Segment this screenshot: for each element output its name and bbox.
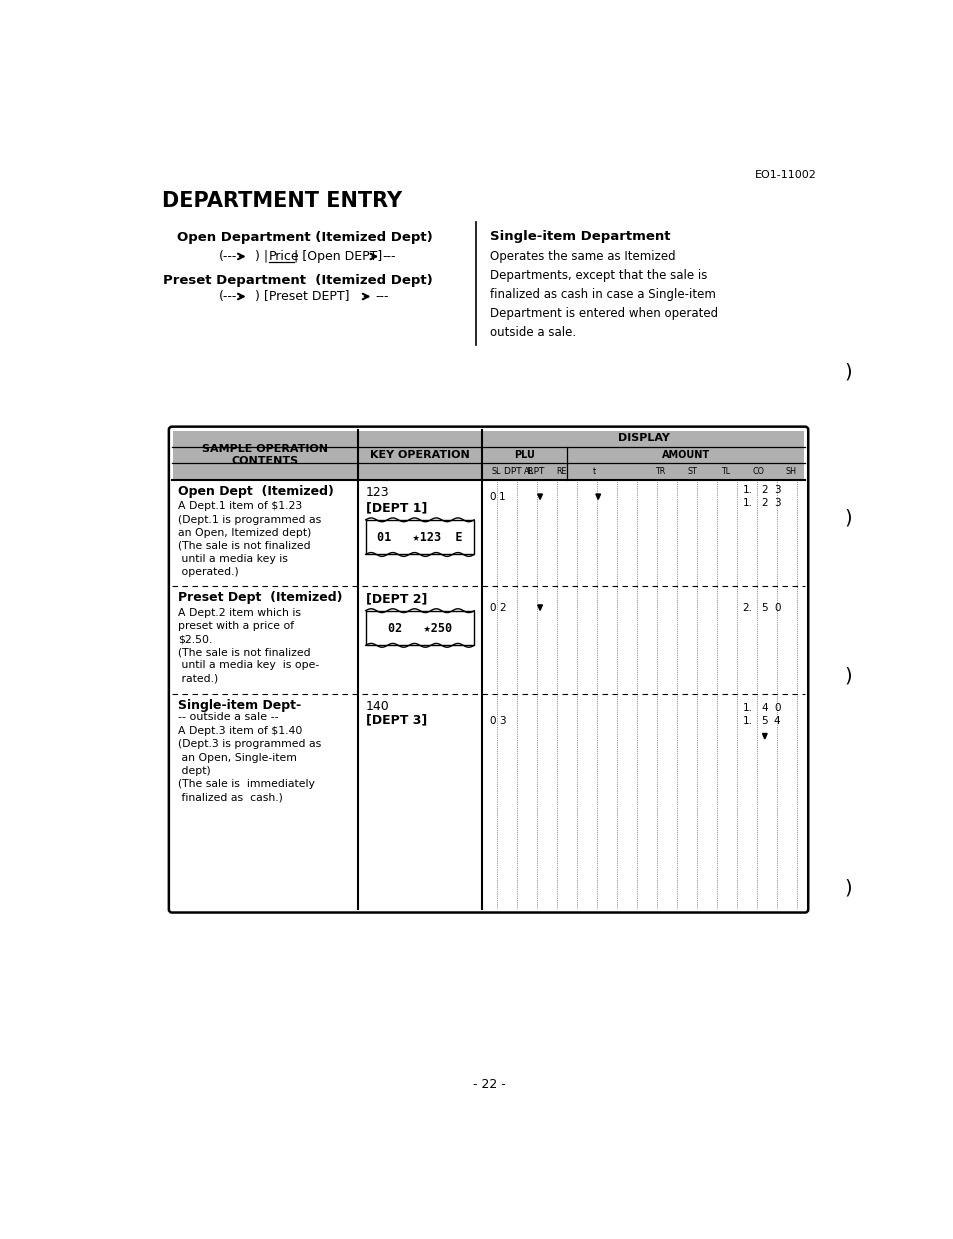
Text: ) |: ) |: [251, 250, 268, 263]
Text: Open Department (Itemized Dept): Open Department (Itemized Dept): [177, 230, 433, 244]
Text: A Dept.3 item of $1.40
(Dept.3 is programmed as
 an Open, Single-item
 dept)
(Th: A Dept.3 item of $1.40 (Dept.3 is progra…: [178, 726, 321, 802]
Text: 3: 3: [773, 484, 780, 494]
Text: Operates the same as Itemized
Departments, except that the sale is
finalized as : Operates the same as Itemized Department…: [489, 250, 717, 339]
Text: t: t: [592, 467, 596, 476]
Text: KEY OPERATION: KEY OPERATION: [370, 450, 469, 460]
Text: ---: ---: [375, 290, 388, 304]
Text: Open Dept  (Itemized): Open Dept (Itemized): [178, 486, 334, 498]
Text: 5: 5: [760, 602, 767, 612]
Text: 1.: 1.: [741, 716, 752, 726]
Bar: [365, 520, 474, 555]
Text: 1.: 1.: [741, 703, 752, 712]
Text: RE: RE: [556, 467, 566, 476]
Text: 2: 2: [760, 498, 767, 508]
Text: [DEPT 2]: [DEPT 2]: [365, 592, 427, 605]
Text: DISPLAY: DISPLAY: [617, 434, 669, 444]
Text: ): ): [843, 667, 851, 685]
Text: 0: 0: [489, 716, 496, 726]
FancyBboxPatch shape: [169, 426, 807, 912]
Text: 4: 4: [760, 703, 767, 712]
Text: (---: (---: [218, 250, 236, 263]
Text: AL: AL: [523, 467, 533, 476]
Polygon shape: [596, 494, 599, 499]
Text: | [Open DEPT]: | [Open DEPT]: [294, 250, 382, 263]
Text: ST: ST: [687, 467, 697, 476]
Text: ---: ---: [382, 250, 395, 263]
Text: (---: (---: [218, 290, 236, 304]
Polygon shape: [761, 733, 766, 738]
Text: [DEPT 1]: [DEPT 1]: [365, 502, 427, 514]
Text: ) [Preset DEPT]: ) [Preset DEPT]: [251, 290, 349, 304]
Text: A Dept.1 item of $1.23
(Dept.1 is programmed as
an Open, Itemized dept)
(The sal: A Dept.1 item of $1.23 (Dept.1 is progra…: [178, 502, 321, 577]
Text: 0: 0: [773, 703, 780, 712]
Text: Price: Price: [269, 250, 299, 263]
Polygon shape: [537, 605, 542, 611]
Bar: [365, 520, 474, 555]
Text: SL: SL: [491, 467, 500, 476]
Text: 0: 0: [489, 602, 496, 612]
Text: 5: 5: [760, 716, 767, 726]
Text: AMOUNT: AMOUNT: [661, 450, 709, 460]
Text: 4: 4: [773, 716, 780, 726]
Text: 2: 2: [760, 484, 767, 494]
Text: -- outside a sale --: -- outside a sale --: [178, 712, 278, 722]
Text: 0: 0: [489, 492, 496, 502]
Text: - 22 -: - 22 -: [472, 1078, 505, 1090]
Bar: [173, 431, 802, 479]
Text: PLU: PLU: [514, 450, 535, 460]
Text: 0: 0: [773, 602, 780, 612]
Text: ): ): [843, 878, 851, 897]
Text: ): ): [843, 363, 851, 382]
Text: Single-item Dept-: Single-item Dept-: [178, 699, 301, 712]
Bar: [365, 611, 474, 646]
Text: SAMPLE OPERATION
CONTENTS: SAMPLE OPERATION CONTENTS: [202, 444, 328, 466]
Text: Single-item Department: Single-item Department: [489, 229, 670, 243]
Text: 01   ★123  E: 01 ★123 E: [376, 530, 462, 544]
Text: 1.: 1.: [741, 498, 752, 508]
Text: 1.: 1.: [741, 484, 752, 494]
Bar: [365, 611, 474, 646]
Text: 1: 1: [498, 492, 505, 502]
Text: 140: 140: [365, 700, 389, 712]
Text: EO1-11002: EO1-11002: [754, 170, 816, 180]
Polygon shape: [537, 494, 542, 499]
Text: SH: SH: [785, 467, 796, 476]
Text: TR: TR: [654, 467, 664, 476]
Text: DPT  RPT: DPT RPT: [504, 467, 544, 476]
Text: 2.: 2.: [741, 602, 752, 612]
Text: Preset Dept  (Itemized): Preset Dept (Itemized): [178, 591, 342, 605]
Text: [DEPT 3]: [DEPT 3]: [365, 714, 427, 727]
Text: 02   ★250: 02 ★250: [388, 622, 452, 634]
Text: 3: 3: [773, 498, 780, 508]
Text: 3: 3: [498, 716, 505, 726]
Text: TL: TL: [720, 467, 729, 476]
Text: DEPARTMENT ENTRY: DEPARTMENT ENTRY: [162, 191, 401, 211]
Text: CO: CO: [752, 467, 763, 476]
Text: ): ): [843, 509, 851, 528]
Text: 2: 2: [498, 602, 505, 612]
Text: 123: 123: [365, 486, 389, 499]
Text: Preset Department  (Itemized Dept): Preset Department (Itemized Dept): [162, 274, 432, 287]
Text: A Dept.2 item which is
preset with a price of
$2.50.
(The sale is not finalized
: A Dept.2 item which is preset with a pri…: [178, 607, 319, 684]
